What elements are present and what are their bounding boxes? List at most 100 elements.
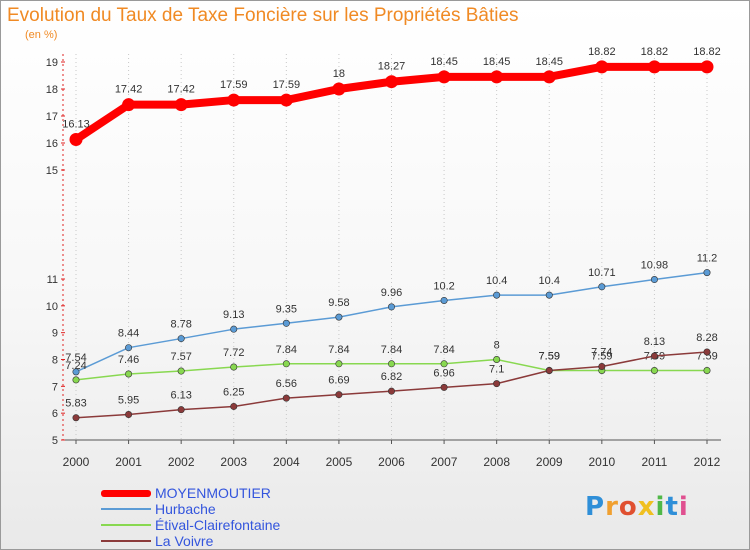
- data-point-la-voivre: [703, 348, 711, 356]
- data-point-etival-clairefontaine: [335, 360, 343, 368]
- data-label-la-voivre: 6.56: [276, 378, 297, 390]
- data-point-la-voivre: [230, 402, 238, 410]
- y-tick-label: 7: [52, 381, 58, 393]
- data-point-moyenmoutier: [332, 82, 346, 96]
- data-point-moyenmoutier: [437, 70, 451, 84]
- legend-swatch-la-voivre: [101, 540, 151, 542]
- data-label-moyenmoutier: 18.82: [693, 46, 721, 58]
- data-label-la-voivre: 6.25: [223, 386, 244, 398]
- data-point-la-voivre: [177, 406, 185, 414]
- data-label-hurbache: 8.44: [118, 328, 139, 340]
- data-point-hurbache: [493, 291, 501, 299]
- data-label-la-voivre: 5.83: [65, 398, 86, 410]
- x-tick-label: 2001: [115, 455, 142, 469]
- legend: MOYENMOUTIER Hurbache Étival-Clairefonta…: [101, 485, 280, 549]
- x-tick-label: 2011: [642, 455, 668, 469]
- legend-item-moyenmoutier: MOYENMOUTIER: [101, 485, 280, 501]
- data-label-moyenmoutier: 18.45: [535, 56, 563, 68]
- data-label-la-voivre: 5.95: [118, 395, 139, 407]
- data-point-hurbache: [125, 344, 133, 352]
- x-tick-label: 2009: [536, 455, 563, 469]
- data-point-etival-clairefontaine: [703, 367, 711, 375]
- data-label-la-voivre: 7.1: [489, 364, 504, 376]
- data-label-hurbache: 8.78: [170, 319, 191, 331]
- data-label-etival-clairefontaine: 7.59: [696, 351, 717, 363]
- data-point-la-voivre: [493, 380, 501, 388]
- data-point-la-voivre: [335, 391, 343, 399]
- logo-letter: t: [665, 492, 679, 522]
- y-tick-label: 17: [46, 111, 58, 123]
- x-tick-label: 2012: [694, 455, 721, 469]
- y-unit-label: (en %): [25, 29, 58, 41]
- logo-letter: i: [678, 492, 689, 522]
- y-tick-label: 16: [46, 138, 58, 150]
- data-label-la-voivre: 8.28: [696, 332, 717, 344]
- data-point-hurbache: [598, 283, 606, 291]
- x-tick-label: 2002: [168, 455, 195, 469]
- data-point-hurbache: [177, 335, 185, 343]
- data-point-etival-clairefontaine: [440, 360, 448, 368]
- data-label-hurbache: 10.4: [539, 275, 560, 287]
- y-tick-label: 8: [52, 355, 58, 367]
- data-point-hurbache: [230, 325, 238, 333]
- proxiti-logo: Proxiti: [585, 492, 689, 522]
- data-point-etival-clairefontaine: [282, 360, 290, 368]
- data-label-etival-clairefontaine: 7.24: [65, 360, 86, 372]
- data-label-hurbache: 11.2: [697, 253, 718, 265]
- data-label-la-voivre: 6.82: [381, 371, 402, 383]
- data-label-etival-clairefontaine: 7.84: [381, 344, 402, 356]
- x-tick-label: 2008: [483, 455, 510, 469]
- data-point-la-voivre: [125, 411, 133, 419]
- data-label-etival-clairefontaine: 7.57: [170, 351, 191, 363]
- data-point-moyenmoutier: [647, 60, 661, 74]
- data-point-moyenmoutier: [700, 60, 714, 74]
- data-label-etival-clairefontaine: 7.72: [223, 347, 244, 359]
- data-point-etival-clairefontaine: [177, 367, 185, 375]
- data-point-la-voivre: [72, 414, 80, 422]
- data-point-etival-clairefontaine: [650, 367, 658, 375]
- legend-swatch-etival-clairefontaine: [101, 524, 151, 526]
- data-point-etival-clairefontaine: [230, 363, 238, 371]
- data-point-hurbache: [282, 319, 290, 327]
- data-label-etival-clairefontaine: 7.84: [276, 344, 297, 356]
- data-label-moyenmoutier: 16.13: [62, 118, 90, 130]
- x-tick-label: 2004: [273, 455, 300, 469]
- y-tick-label: 15: [46, 165, 58, 177]
- data-point-hurbache: [387, 303, 395, 311]
- data-label-la-voivre: 6.13: [170, 390, 191, 402]
- data-point-moyenmoutier: [279, 93, 293, 107]
- data-point-moyenmoutier: [385, 75, 398, 89]
- data-point-la-voivre: [545, 367, 553, 375]
- data-point-la-voivre: [440, 383, 448, 391]
- data-point-hurbache: [72, 368, 80, 376]
- data-label-moyenmoutier: 18.45: [483, 56, 511, 68]
- data-point-hurbache: [440, 296, 448, 304]
- data-label-etival-clairefontaine: 8: [494, 340, 500, 352]
- data-label-hurbache: 10.2: [433, 280, 454, 292]
- data-point-la-voivre: [650, 352, 658, 360]
- legend-item-la-voivre: La Voivre: [101, 533, 280, 549]
- data-label-moyenmoutier: 18.27: [378, 61, 406, 73]
- logo-letter: r: [605, 492, 619, 522]
- data-label-la-voivre: 7.59: [539, 351, 560, 363]
- data-point-etival-clairefontaine: [125, 370, 133, 378]
- data-label-etival-clairefontaine: 7.84: [328, 344, 349, 356]
- data-label-etival-clairefontaine: 7.59: [591, 351, 612, 363]
- legend-item-etival-clairefontaine: Étival-Clairefontaine: [101, 517, 280, 533]
- legend-item-hurbache: Hurbache: [101, 501, 280, 517]
- data-point-moyenmoutier: [122, 98, 136, 112]
- data-label-hurbache: 10.98: [641, 260, 669, 272]
- y-tick-label: 19: [46, 57, 58, 69]
- data-label-hurbache: 10.71: [588, 267, 616, 279]
- data-point-etival-clairefontaine: [72, 376, 80, 384]
- data-label-moyenmoutier: 17.42: [167, 84, 195, 96]
- logo-letter: x: [637, 492, 656, 522]
- data-label-moyenmoutier: 18.45: [430, 56, 458, 68]
- chart-title: Evolution du Taux de Taxe Foncière sur l…: [7, 5, 519, 26]
- x-tick-label: 2006: [378, 455, 405, 469]
- data-label-hurbache: 9.58: [328, 297, 349, 309]
- data-label-la-voivre: 6.69: [328, 375, 349, 387]
- data-label-moyenmoutier: 17.59: [220, 79, 248, 91]
- data-label-moyenmoutier: 18: [333, 68, 345, 80]
